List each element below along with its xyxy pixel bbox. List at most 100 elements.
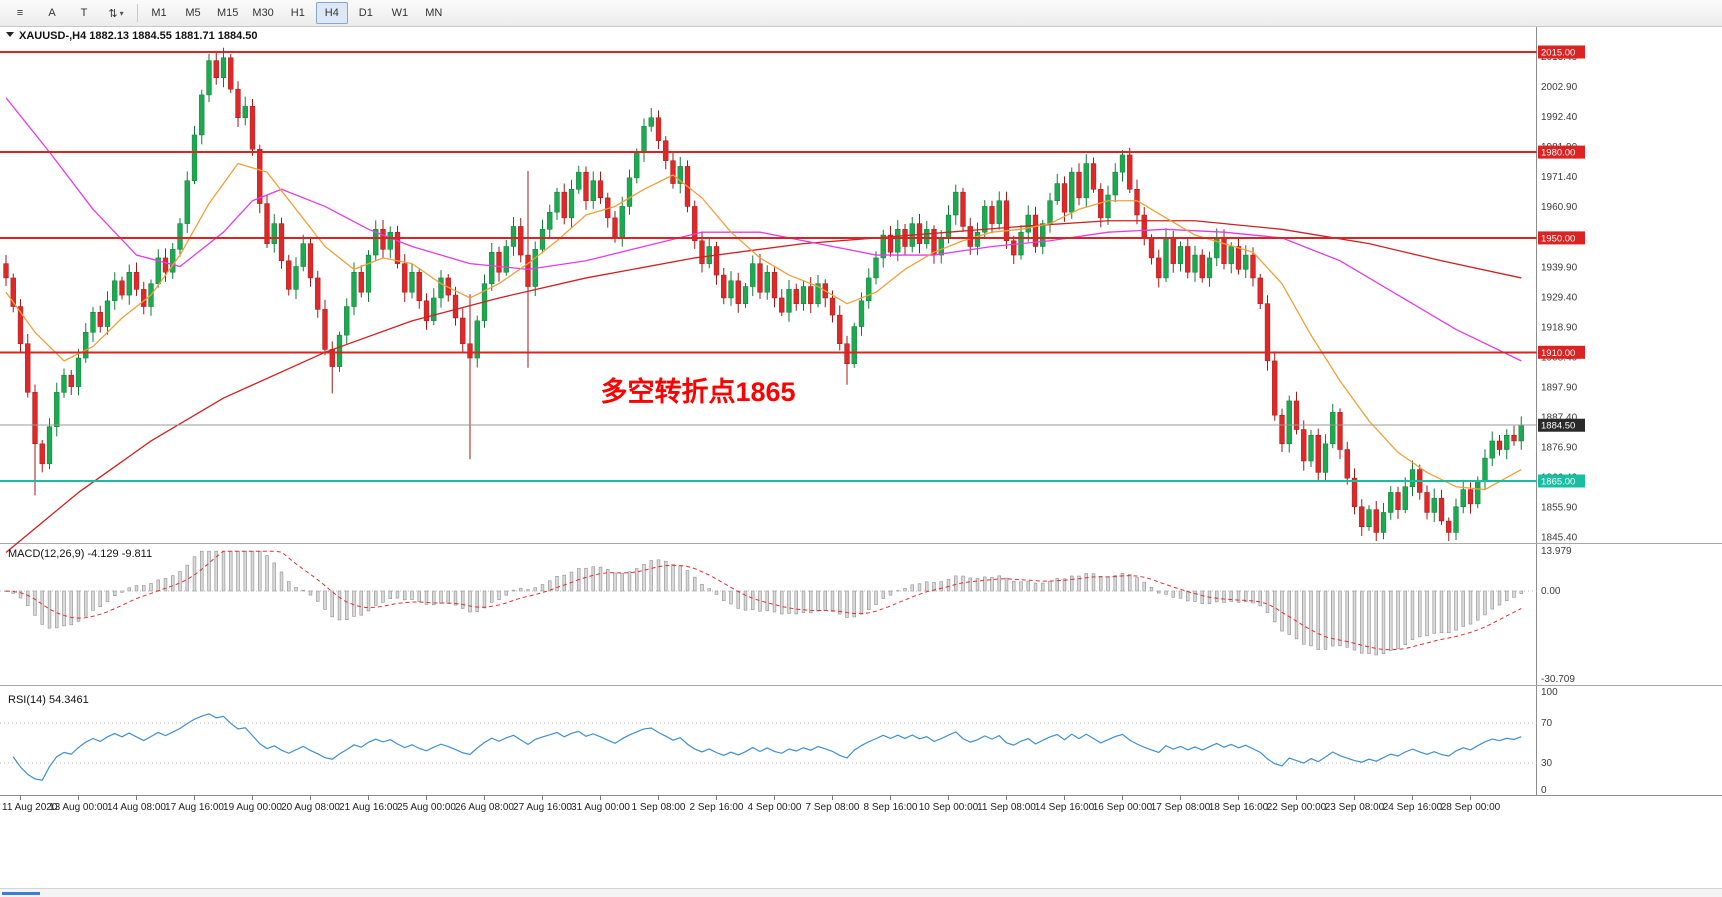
macd-histogram-bar (337, 590, 342, 621)
macd-histogram-bar (729, 590, 733, 605)
candle-body (692, 206, 698, 242)
timeframe-button-w1[interactable]: W1 (391, 7, 409, 19)
price-axis-label: 1939.90 (1541, 262, 1578, 273)
macd-histogram-bar (743, 590, 748, 611)
level-1980.00-tag[interactable] (1538, 145, 1585, 159)
candle-body (960, 191, 966, 227)
candle-body (561, 191, 567, 219)
macd-histogram-bar (1519, 590, 1523, 594)
macd-histogram-bar (1403, 590, 1407, 645)
candle-body (989, 206, 995, 224)
scrollbar-thumb[interactable] (2, 892, 40, 895)
candle-body (1315, 434, 1321, 473)
candle-body (510, 226, 517, 247)
level-1980.00-tag-label: 1980.00 (1541, 148, 1575, 159)
candle-body (365, 254, 372, 293)
label-tool-button[interactable]: T (80, 7, 88, 19)
candle-body (1047, 200, 1053, 224)
timeframe-button-m15[interactable]: M15 (217, 7, 239, 19)
time-axis-label: 24 Sep 16:00 (1383, 802, 1443, 813)
candle-body (467, 343, 473, 359)
candle-body (416, 271, 422, 302)
macd-histogram-bar (1410, 590, 1415, 640)
current-price-tag[interactable] (1538, 418, 1585, 432)
candle-body (75, 357, 82, 387)
candle-body (373, 229, 379, 256)
chart-dropdown-icon[interactable] (6, 32, 14, 37)
candle-body (1025, 214, 1031, 233)
macd-histogram-bar (1265, 590, 1270, 613)
macd-histogram-bar (468, 590, 472, 613)
chart-area: 1845.401855.901866.401876.901887.401897.… (0, 27, 1722, 897)
candle-body (264, 203, 270, 244)
horizontal-scrollbar[interactable] (0, 888, 1722, 897)
candle-body (1431, 497, 1437, 513)
candle-body (1177, 246, 1184, 264)
candle-body (1054, 183, 1060, 201)
candle-body (1395, 492, 1401, 510)
macd-histogram-bar (1490, 590, 1494, 610)
candle-body (1228, 246, 1234, 264)
candle-body (257, 148, 263, 204)
time-axis-label: 17 Aug 16:00 (165, 802, 224, 813)
candle-body (1489, 440, 1495, 459)
candle-body (1279, 414, 1285, 445)
candle-body (771, 271, 778, 299)
annotation-text[interactable]: 多空转折点1865 (601, 376, 796, 407)
timeframe-button-m30[interactable]: M30 (252, 7, 274, 19)
objects-dropdown-button[interactable]: ⇅ ▾ (100, 2, 132, 24)
candle-body (271, 223, 277, 244)
candle-body (742, 286, 749, 304)
macd-histogram-bar (540, 584, 545, 592)
chart-menu-icon[interactable]: ≡ (4, 2, 36, 24)
macd-histogram-bar (323, 590, 327, 610)
candle-body (750, 263, 756, 287)
macd-histogram-bar (1055, 578, 1059, 592)
macd-histogram-bar (736, 590, 740, 609)
macd-histogram-bar (294, 587, 298, 592)
candle-body (112, 280, 118, 302)
timeframe-button-mn[interactable]: MN (425, 7, 443, 19)
candle-body (916, 223, 923, 244)
candle-body (177, 223, 183, 250)
level-2015.00-tag[interactable] (1538, 45, 1585, 59)
candle-body (242, 106, 248, 119)
candle-body (133, 271, 140, 290)
candle-body (83, 332, 89, 359)
timeframe-button-m5[interactable]: M5 (185, 7, 201, 19)
time-axis-label: 13 Aug 00:00 (49, 802, 108, 813)
timeframe-button-h1[interactable]: H1 (290, 7, 305, 19)
timeframe-button-h4[interactable]: H4 (315, 2, 348, 24)
candle-body (1504, 434, 1510, 450)
macd-histogram-bar (1367, 590, 1371, 654)
level-1950.00-tag[interactable] (1538, 231, 1585, 245)
text-tool-button[interactable]: A (48, 7, 56, 19)
price-axis-label: 1845.40 (1541, 533, 1578, 544)
rsi-axis-label: 100 (1541, 687, 1558, 698)
chart-canvas[interactable]: 1845.401855.901866.401876.901887.401897.… (0, 27, 1722, 897)
level-1910.00-tag[interactable] (1538, 345, 1585, 359)
candle-body (1192, 254, 1198, 273)
candle-body (800, 286, 807, 304)
candle-body (1032, 214, 1039, 247)
macd-histogram-bar (1294, 590, 1299, 640)
candle-body (1040, 223, 1046, 247)
timeframe-button-d1[interactable]: D1 (358, 7, 373, 19)
candle-body (235, 88, 241, 119)
timeframe-group: M1 M5 M15 M30 H1 H4 D1 W1 MN (143, 2, 450, 24)
candle-body (583, 171, 589, 201)
macd-histogram-bar (403, 590, 407, 601)
level-1865.00-tag[interactable] (1538, 474, 1585, 488)
macd-histogram-bar (207, 550, 211, 592)
rsi-line (12, 713, 1522, 781)
toolbar: ≡ A T ⇅ ▾ M1 M5 M15 M30 H1 H4 D1 W1 MN (0, 0, 1722, 27)
candle-body (568, 189, 575, 219)
timeframe-button-m1[interactable]: M1 (151, 7, 167, 19)
candle-body (351, 271, 357, 307)
macd-histogram-bar (439, 590, 443, 604)
macd-histogram-bar (722, 590, 726, 601)
macd-histogram-bar (243, 550, 247, 592)
macd-histogram-bar (917, 583, 922, 592)
macd-histogram-bar (627, 571, 632, 592)
candle-body (162, 257, 169, 273)
